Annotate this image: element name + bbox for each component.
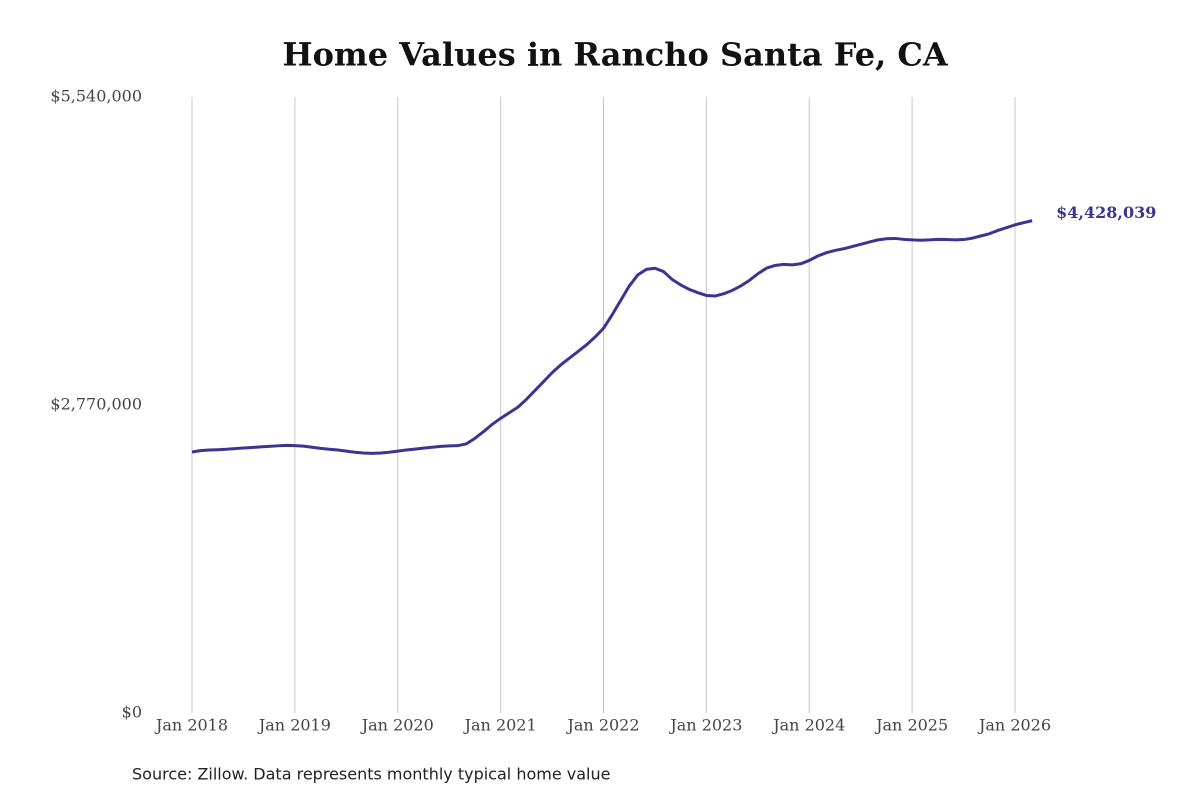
x-tick-label: Jan 2024 [771,716,845,735]
x-tick-label: Jan 2018 [154,716,228,735]
x-tick-label: Jan 2019 [257,716,331,735]
x-tick-label: Jan 2026 [977,716,1051,735]
x-tick-label: Jan 2020 [360,716,434,735]
y-tick-label: $2,770,000 [50,395,142,414]
chart-title: Home Values in Rancho Santa Fe, CA [282,36,948,74]
y-tick-label: $5,540,000 [50,87,142,106]
value-label: $4,428,039 [1056,203,1156,222]
x-tick-label: Jan 2022 [565,716,639,735]
source-note: Source: Zillow. Data represents monthly … [132,765,610,784]
x-tick-label: Jan 2021 [463,716,537,735]
y-tick-label: $0 [122,703,142,722]
x-tick-label: Jan 2025 [874,716,948,735]
x-tick-label: Jan 2023 [668,716,742,735]
line-series [191,219,1033,455]
